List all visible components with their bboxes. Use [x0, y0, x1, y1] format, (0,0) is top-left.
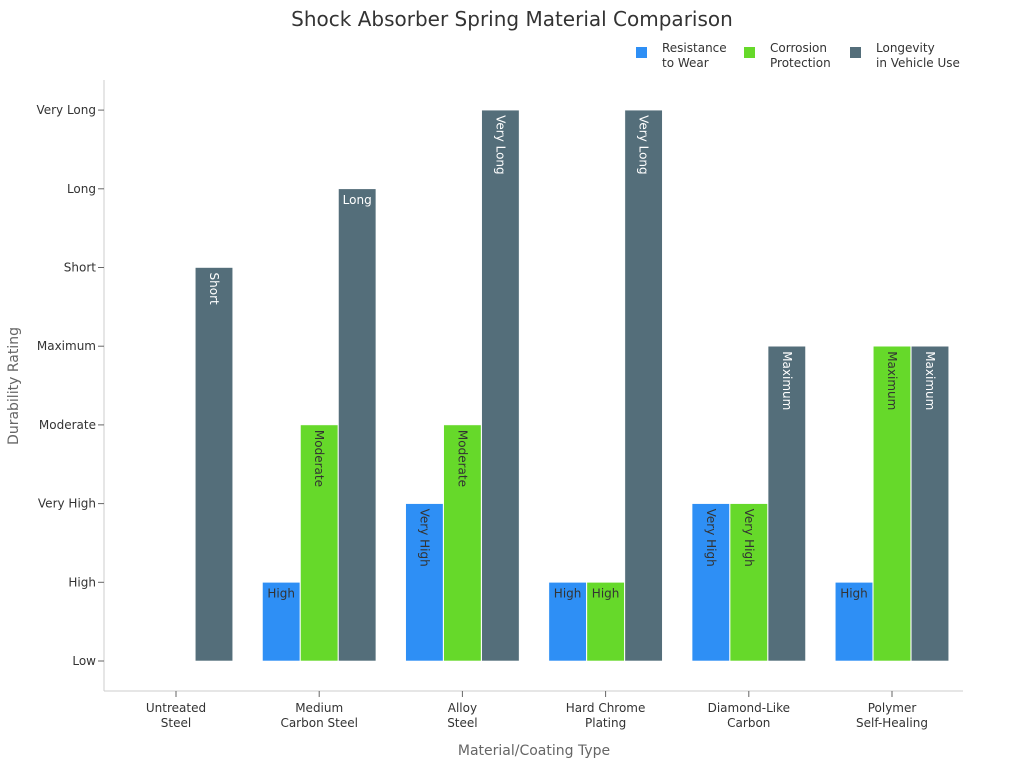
legend-label-line: Longevity — [876, 41, 935, 55]
bar-label: High — [554, 586, 582, 600]
bar-label: Long — [343, 193, 372, 207]
bar — [262, 581, 301, 662]
x-tick-label-line: Alloy — [448, 701, 477, 715]
legend-label-line: in Vehicle Use — [876, 56, 960, 70]
legend-label-line: Protection — [770, 56, 831, 70]
legend-swatch — [850, 47, 861, 58]
x-tick-label-line: Untreated — [146, 701, 206, 715]
bar — [872, 345, 912, 662]
y-tick-label: Short — [64, 261, 96, 275]
bar — [481, 109, 520, 662]
x-tick-label: Diamond-Like Carbon — [708, 701, 790, 730]
x-tick-label: Untreated Steel — [146, 701, 206, 730]
bar — [443, 424, 482, 662]
x-tick-label: Medium Carbon Steel — [280, 701, 357, 730]
y-axis-label: Durability Rating — [6, 327, 22, 445]
y-tick-label: Very Long — [36, 103, 96, 117]
x-tick-label-line: Self-Healing — [856, 716, 928, 730]
y-ticks: Low High Very High Moderate Maximum Short Long… — [36, 103, 104, 668]
x-tick-label-line: Steel — [447, 716, 477, 730]
bar — [586, 581, 625, 662]
legend-label-line: Corrosion — [770, 41, 827, 55]
y-tick-label: Long — [67, 182, 96, 196]
legend-label: Resistance to Wear — [662, 41, 727, 70]
bar — [691, 503, 730, 662]
chart-title: Shock Absorber Spring Material Compariso… — [291, 7, 733, 31]
x-axis-label: Material/Coating Type — [458, 743, 610, 759]
y-tick-label: High — [68, 575, 96, 589]
bar — [338, 188, 377, 662]
bar-label: Very High — [417, 509, 431, 567]
bar — [300, 424, 339, 662]
bar-label: High — [840, 586, 868, 600]
bar — [548, 581, 587, 662]
legend-label: Corrosion Protection — [770, 41, 831, 70]
bars — [194, 109, 950, 662]
legend-swatch — [636, 47, 647, 58]
bar — [910, 345, 950, 662]
y-tick-label: Moderate — [39, 418, 96, 432]
legend-label-line: Resistance — [662, 41, 727, 55]
bar-label: Very Long — [637, 115, 651, 175]
bar — [767, 345, 806, 662]
legend-label-line: to Wear — [662, 56, 709, 70]
x-tick-label-line: Carbon Steel — [280, 716, 357, 730]
x-tick-label: Polymer Self-Healing — [856, 701, 928, 730]
y-tick-label: Very High — [38, 497, 96, 511]
y-tick-label: Low — [72, 654, 96, 668]
bar-label: Maximum — [923, 351, 937, 410]
bar-label: High — [267, 586, 295, 600]
x-tick-label-line: Carbon — [727, 716, 770, 730]
x-tick-label-line: Plating — [585, 716, 626, 730]
bar-labels: High Very High High Very High High Moderate Mo… — [207, 115, 937, 600]
x-tick-label-line: Diamond-Like — [708, 701, 790, 715]
bar-label: Maximum — [780, 351, 794, 410]
x-tick-label-line: Hard Chrome — [566, 701, 646, 715]
bar-label: Short — [207, 273, 221, 305]
x-tick-label: Hard Chrome Plating — [566, 701, 646, 730]
bar — [834, 581, 874, 662]
y-tick-label: Maximum — [37, 339, 96, 353]
bar-label: High — [592, 586, 620, 600]
bar — [405, 503, 444, 662]
bar-label: Moderate — [312, 430, 326, 487]
bar — [624, 109, 663, 662]
bar-label: Maximum — [885, 351, 899, 410]
x-tick-label-line: Steel — [161, 716, 191, 730]
legend-swatch — [744, 47, 755, 58]
legend-label: Longevity in Vehicle Use — [876, 41, 960, 70]
bar-label: Very Long — [493, 115, 507, 175]
bar-label: Very High — [704, 509, 718, 567]
bar — [194, 267, 234, 662]
legend: Resistance to Wear Corrosion Protection Long… — [636, 41, 960, 70]
bar — [729, 503, 768, 662]
bar-label: Very High — [742, 509, 756, 567]
bar-label: Moderate — [455, 430, 469, 487]
x-tick-label-line: Medium — [295, 701, 343, 715]
x-tick-label-line: Polymer — [868, 701, 917, 715]
x-tick-label: Alloy Steel — [447, 701, 477, 730]
